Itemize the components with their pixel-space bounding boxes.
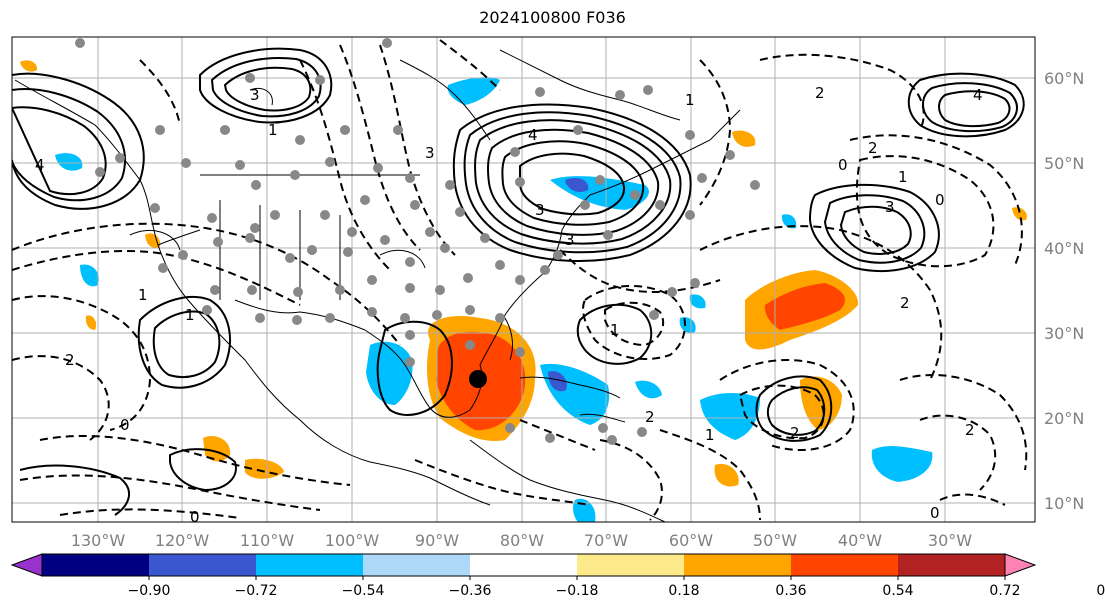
lon-label: 130°W: [71, 531, 126, 550]
contour-label: 2: [815, 84, 825, 102]
colorbar: −0.90 −0.72 −0.54 −0.36 −0.18 0.18 0.36 0.54 0.7…: [10, 553, 1105, 599]
contour-label: 2: [645, 408, 655, 426]
contour-label: 0: [120, 416, 130, 434]
colorbar-segment: [684, 554, 791, 576]
contour-label: 0: [190, 508, 200, 526]
contour-label: 3: [885, 198, 895, 216]
colorbar-outline: [41, 553, 1006, 577]
lat-label: 50°N: [1044, 154, 1084, 173]
colorbar-segment: [363, 554, 470, 576]
contour-label: 2: [868, 139, 878, 157]
colorbar-segment: [577, 554, 684, 576]
contour-label: 3: [425, 144, 435, 162]
colorbar-segment: [256, 554, 363, 576]
lon-label: 100°W: [325, 531, 380, 550]
colorbar-tick-label: 0.54: [882, 583, 913, 599]
station-markers: [75, 38, 760, 445]
lon-label: 90°W: [415, 531, 459, 550]
contour-label: 2: [65, 351, 75, 369]
map-frame: [11, 36, 1036, 523]
colorbar-tick-label: 0.36: [775, 583, 806, 599]
colorbar-tick-label: 0.90: [1096, 583, 1105, 599]
contour-label: 1: [610, 321, 620, 339]
lat-label: 20°N: [1044, 409, 1084, 428]
contour-label: 0: [930, 504, 940, 522]
longitude-labels: 130°W 120°W 110°W 100°W 90°W 80°W 70°W 6…: [71, 531, 972, 550]
colorbar-tick-label: −0.36: [449, 583, 492, 599]
contour-label: 1: [268, 121, 278, 139]
colorbar-extend-low: [10, 553, 43, 577]
contour-label: 2: [790, 424, 800, 442]
colorbar-tick-label: −0.18: [556, 583, 599, 599]
colorbar-segment: [470, 554, 577, 576]
colorbar-tick-label: −0.54: [342, 583, 385, 599]
solid-contours: [12, 47, 1025, 516]
lat-label: 10°N: [1044, 494, 1084, 513]
colorbar-segment: [791, 554, 898, 576]
negative-anomaly-shading: [55, 77, 933, 522]
contour-label: 1: [185, 306, 195, 324]
lat-label: 60°N: [1044, 69, 1084, 88]
colorbar-tick-label: 0.18: [668, 583, 699, 599]
contour-label: 2: [965, 421, 975, 439]
colorbar-segment: [42, 554, 149, 576]
contour-label: 1: [685, 91, 695, 109]
contour-label: 4: [973, 86, 983, 104]
contour-label: 3: [565, 231, 575, 249]
colorbar-extend-high: [1004, 553, 1037, 577]
lon-label: 30°W: [928, 531, 972, 550]
storm-center-marker: [469, 370, 487, 388]
contour-label: 2: [900, 294, 910, 312]
latitude-labels: 60°N 50°N 40°N 30°N 20°N 10°N: [1044, 69, 1084, 513]
colorbar-segment: [149, 554, 256, 576]
contour-label: 4: [528, 126, 538, 144]
contour-label: 3: [250, 86, 260, 104]
lat-label: 30°N: [1044, 324, 1084, 343]
contour-label: 3: [535, 201, 545, 219]
contour-label: 1: [898, 168, 908, 186]
lon-label: 120°W: [155, 531, 210, 550]
colorbar-tick-label: −0.90: [128, 583, 171, 599]
lon-label: 110°W: [240, 531, 295, 550]
map-title: 2024100800 F036: [479, 8, 626, 27]
lon-label: 50°W: [753, 531, 797, 550]
contour-labels: 0 1 2 3 4 4 3 2 1 0 0 1 2 3 4 3 2 1 2 1 …: [35, 84, 983, 526]
fine-contours: [129, 87, 426, 269]
colorbar-tick-label: 0.72: [989, 583, 1020, 599]
lon-label: 70°W: [584, 531, 628, 550]
lon-label: 40°W: [838, 531, 882, 550]
contour-label: 4: [35, 156, 45, 174]
contour-label: 0: [838, 156, 848, 174]
lon-label: 60°W: [669, 531, 713, 550]
colorbar-tick-label: −0.72: [235, 583, 278, 599]
dashed-contours: [12, 39, 1028, 521]
colorbar-segment: [898, 554, 1005, 576]
contour-label: 1: [138, 286, 148, 304]
lat-label: 40°N: [1044, 239, 1084, 258]
contour-label: 0: [935, 191, 945, 209]
contour-label: 1: [705, 426, 715, 444]
lon-label: 80°W: [500, 531, 544, 550]
